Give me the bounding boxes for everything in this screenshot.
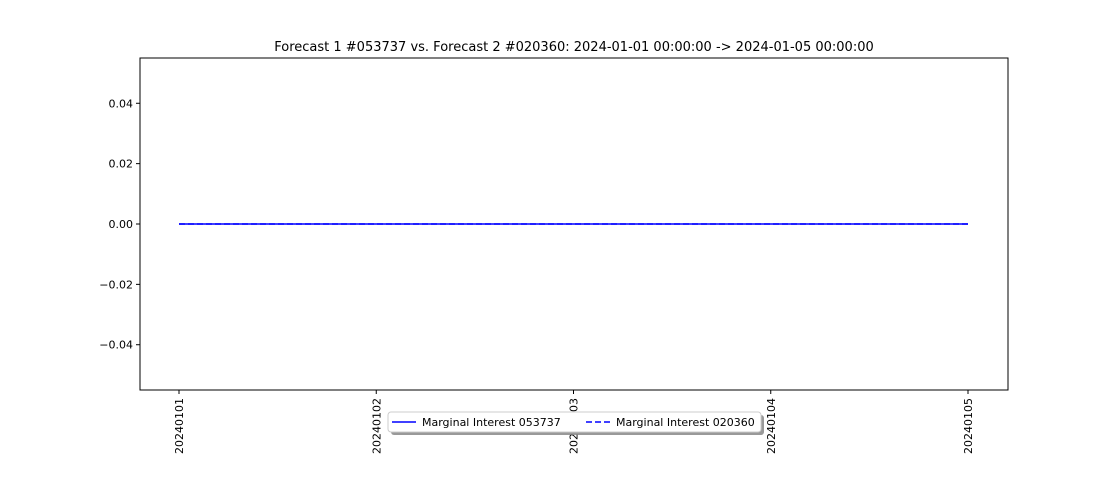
y-axis: 0.04 0.02 0.00 −0.02 −0.04 bbox=[99, 97, 140, 351]
x-tick-label: 20240105 bbox=[962, 398, 975, 454]
x-tick-label: 20240104 bbox=[765, 398, 778, 454]
legend: Marginal Interest 053737 Marginal Interes… bbox=[388, 412, 764, 435]
y-tick-label: 0.04 bbox=[109, 97, 134, 110]
y-tick-label: 0.02 bbox=[109, 158, 134, 171]
chart-title: Forecast 1 #053737 vs. Forecast 2 #02036… bbox=[274, 40, 874, 55]
y-tick-label: −0.04 bbox=[99, 339, 133, 352]
x-tick-label: 20240101 bbox=[173, 398, 186, 454]
x-tick-label: 20240102 bbox=[370, 398, 383, 454]
legend-label-2: Marginal Interest 020360 bbox=[616, 416, 755, 429]
y-tick-label: −0.02 bbox=[99, 278, 133, 291]
y-tick-label: 0.00 bbox=[109, 218, 134, 231]
legend-label-1: Marginal Interest 053737 bbox=[422, 416, 561, 429]
